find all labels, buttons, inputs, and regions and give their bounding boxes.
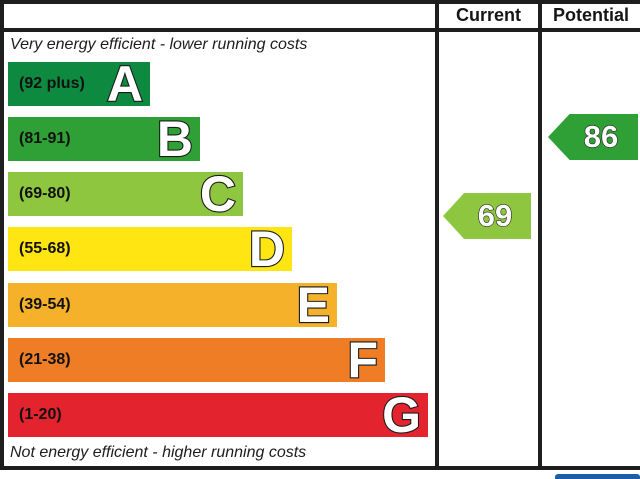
- potential-rating-value: 86: [583, 118, 619, 154]
- band-row-b: (81-91) B: [8, 111, 200, 167]
- potential-column-divider: [538, 0, 542, 470]
- band-range-label: (1-20): [19, 406, 62, 423]
- band-row-d: (55-68) D: [8, 221, 292, 277]
- band-range-label: (92 plus): [19, 75, 85, 92]
- left-border: [0, 0, 4, 470]
- current-column-divider: [435, 0, 439, 470]
- band-letter: E: [296, 277, 332, 333]
- band-row-e: (39-54) E: [8, 277, 337, 333]
- potential-column-header: Potential: [552, 5, 629, 25]
- top-border: [0, 0, 640, 4]
- potential-rating-arrow: 86: [548, 114, 638, 160]
- band-letter: B: [156, 111, 194, 167]
- header-separator: [0, 28, 640, 32]
- band-row-g: (1-20) G: [8, 387, 428, 443]
- eu-directive-box-edge: [555, 474, 640, 479]
- band-letter: D: [248, 221, 286, 277]
- band-letter: C: [199, 166, 237, 222]
- band-range-label: (55-68): [19, 240, 71, 257]
- band-range-label: (39-54): [19, 296, 71, 313]
- current-rating-arrow: 69: [443, 193, 531, 239]
- band-range-label: (81-91): [19, 130, 71, 147]
- top-caption: Very energy efficient - lower running co…: [10, 36, 308, 53]
- band-range-label: (21-38): [19, 351, 71, 368]
- band-range-label: (69-80): [19, 185, 71, 202]
- current-rating-value: 69: [477, 197, 513, 233]
- band-row-c: (69-80) C: [8, 166, 243, 222]
- band-row-a: (92 plus) A: [8, 56, 150, 112]
- bottom-border: [0, 466, 640, 470]
- band-row-f: (21-38) F: [8, 332, 385, 388]
- band-letter: A: [106, 56, 144, 112]
- band-letter: F: [346, 332, 379, 388]
- bottom-caption: Not energy efficient - higher running co…: [10, 444, 307, 461]
- current-column-header: Current: [455, 5, 521, 25]
- band-letter: G: [381, 387, 422, 443]
